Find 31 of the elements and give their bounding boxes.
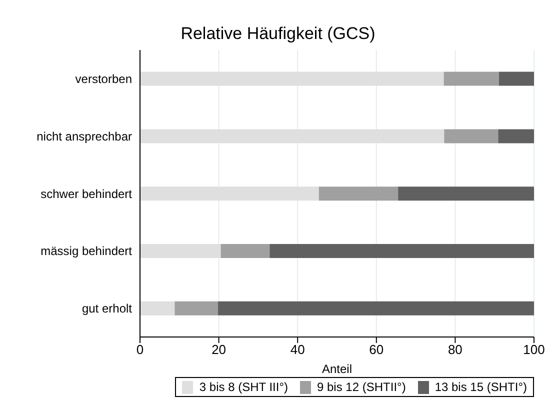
- bar: [220, 244, 270, 258]
- x-axis-title: Anteil: [322, 362, 352, 376]
- bar: [444, 129, 498, 144]
- y-tick-label: mässig behindert: [40, 244, 133, 258]
- bar: [398, 186, 534, 201]
- x-tick-label: 40: [290, 342, 305, 358]
- bar: [270, 244, 534, 258]
- legend-label: 9 bis 12 (SHTII°): [316, 380, 406, 394]
- x-tick-label: 20: [212, 342, 226, 358]
- y-tick-label: verstorben: [75, 72, 132, 86]
- bar: [140, 186, 319, 201]
- bar: [498, 129, 534, 144]
- chart-title: Relative Häufigkeit (GCS): [180, 23, 376, 45]
- bar: [140, 72, 444, 86]
- bar: [140, 129, 444, 144]
- bar: [218, 301, 534, 316]
- bar: [444, 72, 499, 86]
- bar: [174, 301, 218, 316]
- bar: [140, 244, 221, 258]
- x-tick-label: 100: [523, 342, 545, 358]
- bar: [140, 301, 175, 316]
- y-tick-label: gut erholt: [82, 302, 133, 316]
- legend-label: 13 bis 15 (SHTI°): [434, 380, 527, 394]
- y-tick-label: nicht ansprechbar: [36, 129, 132, 144]
- bar: [318, 186, 398, 201]
- x-tick-label: 60: [369, 342, 384, 358]
- legend-label: 3 bis 8 (SHT III°): [198, 380, 288, 394]
- bar: [498, 72, 534, 86]
- x-tick-label: 80: [448, 342, 462, 358]
- y-tick-label: schwer behindert: [40, 186, 133, 201]
- x-tick-label: 0: [136, 342, 144, 358]
